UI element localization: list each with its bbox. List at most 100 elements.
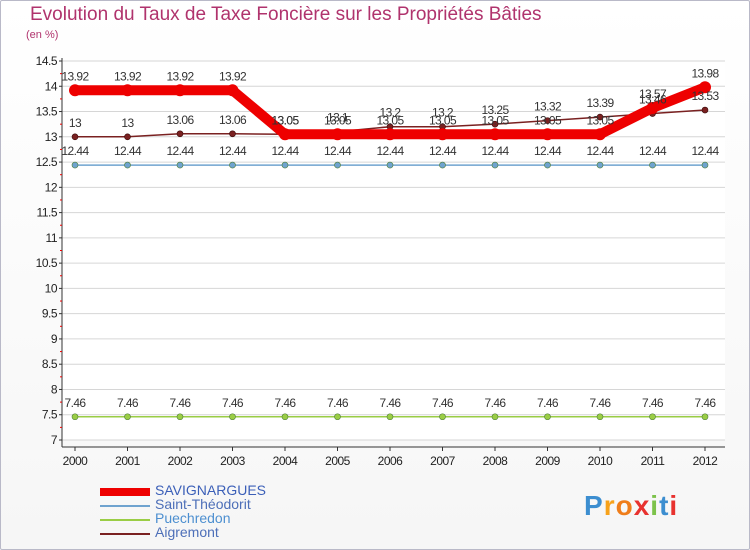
data-point [124,133,131,141]
data-point [279,128,291,141]
chart-title: Evolution du Taux de Taxe Foncière sur l… [30,4,542,25]
data-label: 12.44 [691,144,719,158]
data-point [489,128,501,141]
y-tick-label: 13 [45,130,58,144]
data-label: 12.44 [114,144,142,158]
y-tick-label: 7 [51,433,58,447]
data-point [594,128,606,141]
data-label: 13.92 [219,69,247,83]
data-point [701,161,709,169]
data-label: 13.05 [376,113,404,127]
data-label: 13.05 [534,113,562,127]
data-label: 12.44 [481,144,509,158]
legend-swatch [100,488,150,496]
data-point [334,413,341,421]
data-point [386,161,394,169]
data-point [331,128,344,141]
data-label: 12.44 [271,144,299,158]
data-label: 12.44 [534,144,562,158]
data-point [541,128,554,141]
data-point [229,413,236,421]
data-label: 13.98 [691,66,719,80]
data-label: 7.46 [275,396,297,410]
data-point [229,161,236,169]
data-point [281,161,289,169]
data-point [229,130,236,138]
data-label: 7.46 [590,396,612,410]
data-point [71,161,79,169]
data-point [439,161,446,169]
x-tick-label: 2007 [430,454,456,468]
data-label: 12.44 [166,144,194,158]
data-point [544,413,551,421]
data-label: 13.92 [114,69,142,83]
legend-label: Aigremont [155,524,219,540]
data-label: 7.46 [327,396,349,410]
x-tick-label: 2002 [168,454,194,468]
y-tick-label: 7.5 [42,408,58,422]
data-point [436,128,449,141]
y-tick-label: 14.5 [36,54,58,68]
data-label: 13.39 [586,96,614,110]
data-label: 13.57 [639,87,667,101]
data-label: 13.05 [429,113,457,127]
data-label: 7.46 [537,396,559,410]
data-point [596,413,604,421]
data-point [491,413,499,421]
data-point [386,413,394,421]
data-point [71,413,79,421]
data-label: 12.44 [219,144,247,158]
data-point [124,161,131,169]
y-tick-label: 10 [45,281,58,295]
y-tick-label: 10.5 [36,256,58,270]
data-point [544,161,551,169]
legend-label: Saint-Théodorit [155,496,251,512]
x-tick-label: 2005 [325,454,351,468]
data-point [69,84,81,97]
data-point [281,413,289,421]
data-label: 13.06 [166,113,194,127]
x-tick-label: 2006 [378,454,404,468]
data-point [596,113,604,121]
data-point [439,413,446,421]
data-point [121,84,134,97]
data-label: 12.44 [429,144,457,158]
data-label: 12.44 [61,144,89,158]
data-label: 12.44 [586,144,614,158]
data-label: 7.46 [485,396,507,410]
x-tick-label: 2011 [641,454,666,468]
data-point [491,161,499,169]
x-tick-label: 2012 [693,454,719,468]
data-point [226,84,239,97]
data-label: 12.44 [639,144,667,158]
data-label: 7.46 [380,396,402,410]
data-point [544,117,551,124]
x-tick-label: 2010 [588,454,614,468]
data-label: 13.05 [324,113,352,127]
data-point [649,161,656,169]
proxiti-logo: Proxiti [584,490,679,521]
data-point [176,161,184,169]
data-point [646,101,659,114]
x-tick-label: 2003 [220,454,246,468]
data-label: 13.1 [327,111,349,125]
y-tick-label: 11.5 [37,206,58,220]
legend-swatch [100,533,150,535]
data-point [384,128,396,141]
data-label: 7.46 [642,396,664,410]
data-label: 13.06 [219,113,247,127]
data-label: 13.32 [534,100,562,114]
data-label: 13.46 [639,93,667,107]
data-label: 12.44 [324,144,352,158]
y-tick-label: 12.5 [36,155,58,169]
data-point [334,161,341,169]
data-label: 13.92 [166,69,194,83]
data-label: 7.46 [695,396,717,410]
data-point [701,106,709,114]
data-point [701,413,709,421]
data-label: 7.46 [170,396,192,410]
data-point [174,84,186,97]
legend-label: Puechredon [155,510,231,526]
legend-label: SAVIGNARGUES [155,482,266,498]
